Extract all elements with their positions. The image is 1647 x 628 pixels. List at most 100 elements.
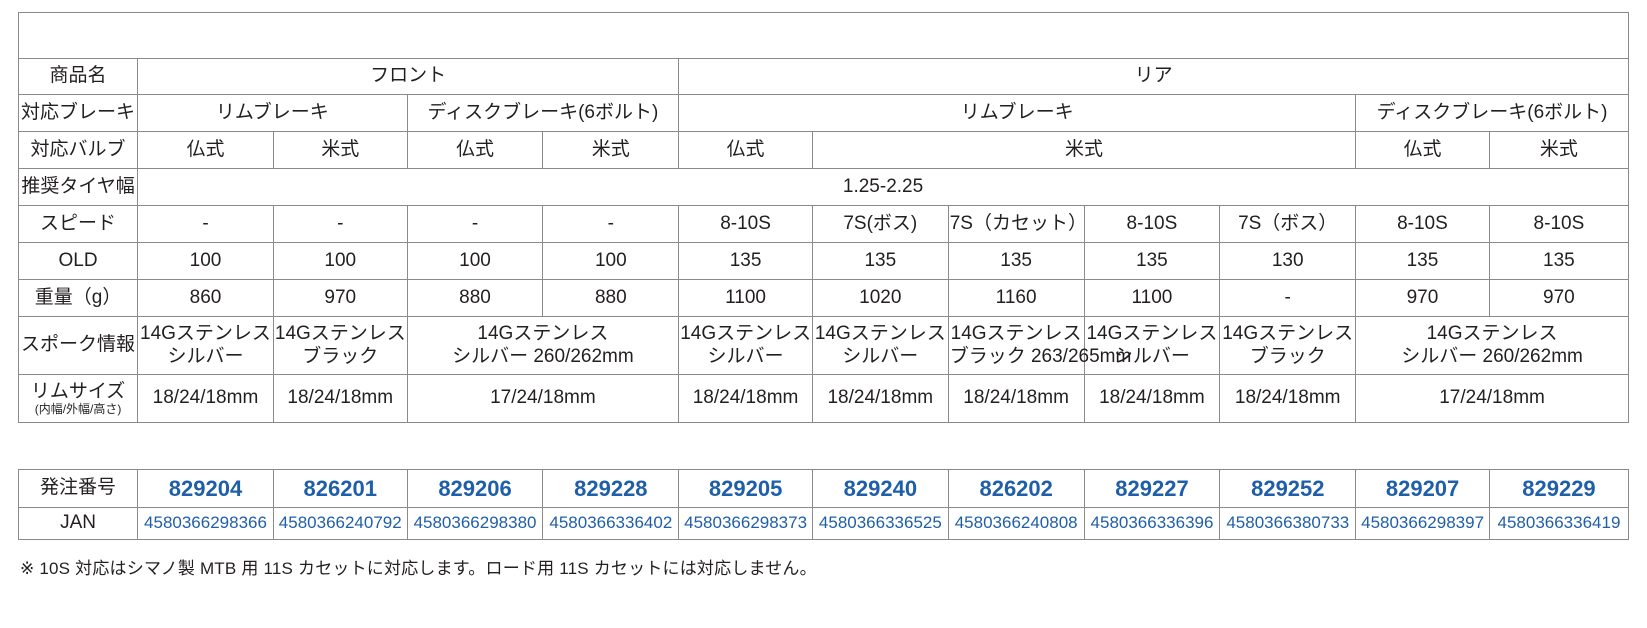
spoke-line-1: 14Gステンレス [274, 323, 406, 345]
size-banner: 26" [18, 12, 1629, 59]
order-number-cell: 829240 [811, 469, 949, 508]
row-label-jan: JAN [17, 507, 139, 540]
rim-cell: 18/24/18mm [811, 374, 949, 423]
weight-cell: 970 [272, 279, 408, 317]
jan-cell: 4580366298366 [137, 507, 274, 540]
spoke-cell: 14Gステンレス ブラック [1219, 316, 1357, 375]
jan-cell: 4580366336525 [811, 507, 949, 540]
old-cell: 135 [1355, 242, 1490, 280]
jan-cell: 4580366240808 [947, 507, 1085, 540]
old-cell: 100 [542, 242, 680, 280]
spoke-line-2: シルバー [842, 345, 919, 367]
row-label-product-name: 商品名 [17, 58, 139, 95]
row-label-tire-width: 推奨タイヤ幅 [17, 168, 139, 206]
spoke-line-2: ブラック 263/265mm [949, 345, 1132, 367]
weight-row: 重量（g） 860 970 880 880 1100 1020 1160 110… [17, 279, 1630, 317]
group-header-row: 商品名 フロント リア [17, 58, 1629, 95]
row-label-valve: 対応バルブ [17, 131, 139, 169]
spoke-cell: 14Gステンレス シルバー [678, 316, 813, 375]
order-number-cell: 829205 [678, 469, 813, 508]
order-number-row: 発注番号 829204 826201 829206 829228 829205 … [17, 469, 1630, 508]
size-banner-row: 26" [18, 12, 1629, 59]
old-cell: 135 [678, 242, 813, 280]
spoke-cell: 14Gステンレス シルバー 260/262mm [1355, 316, 1629, 375]
order-codes-table: 発注番号 829204 826201 829206 829228 829205 … [17, 469, 1630, 540]
row-label-rim-size: リムサイズ (内幅/外幅/高さ) [17, 374, 139, 423]
tire-width-row: 推奨タイヤ幅 1.25-2.25 [17, 168, 1629, 206]
rim-cell: 18/24/18mm [678, 374, 813, 423]
speed-cell: 7S（ボス） [1219, 205, 1357, 243]
row-label-order-no: 発注番号 [17, 469, 139, 508]
jan-cell: 4580366298397 [1355, 507, 1490, 540]
order-number-cell: 829227 [1083, 469, 1221, 508]
jan-row: JAN 4580366298366 4580366240792 45803662… [17, 507, 1630, 540]
spoke-line-1: 14Gステンレス [1426, 323, 1558, 345]
spoke-cell: 14Gステンレス ブラック 263/265mm [947, 316, 1131, 375]
group-rear: リア [678, 58, 1629, 95]
spoke-line-2: シルバー 260/262mm [1401, 345, 1583, 367]
order-number-cell: 829228 [542, 469, 680, 508]
spoke-line-1: 14Gステンレス [1086, 323, 1218, 345]
weight-cell: 970 [1488, 279, 1630, 317]
spoke-line-2: ブラック [302, 345, 379, 367]
row-label-weight: 重量（g） [17, 279, 139, 317]
spoke-line-2: シルバー [1113, 345, 1190, 367]
order-number-cell: 826202 [947, 469, 1085, 508]
speed-cell: 8-10S [1488, 205, 1630, 243]
rim-cell: 18/24/18mm [1083, 374, 1221, 423]
weight-cell: - [1219, 279, 1357, 317]
speed-cell: 7S（カセット） [947, 205, 1087, 243]
spoke-line-2: シルバー [167, 345, 244, 367]
jan-cell: 4580366298380 [406, 507, 544, 540]
jan-cell: 4580366336402 [542, 507, 680, 540]
spoke-line-2: ブラック [1249, 345, 1326, 367]
spoke-line-1: 14Gステンレス [1222, 323, 1354, 345]
speed-cell: 8-10S [1083, 205, 1221, 243]
old-row: OLD 100 100 100 100 135 135 135 135 130 … [17, 242, 1630, 280]
spoke-cell: 14Gステンレス ブラック [272, 316, 408, 375]
weight-cell: 1160 [947, 279, 1085, 317]
weight-cell: 1100 [678, 279, 813, 317]
weight-cell: 880 [542, 279, 680, 317]
valve-cell: 米式 [811, 131, 1357, 169]
speed-cell: - [272, 205, 408, 243]
spoke-cell: 14Gステンレス シルバー [137, 316, 274, 375]
speed-cell: 7S(ボス) [811, 205, 949, 243]
jan-cell: 4580366240792 [272, 507, 408, 540]
order-number-cell: 826201 [272, 469, 408, 508]
speed-cell: 8-10S [1355, 205, 1490, 243]
old-cell: 100 [272, 242, 408, 280]
valve-cell: 米式 [542, 131, 680, 169]
spec-sheet: 26" 商品名 フロント リア 対応ブレーキ リムブレーキ ディスクブレーキ(6… [17, 12, 1630, 579]
speed-cell: - [542, 205, 680, 243]
valve-cell: 仏式 [678, 131, 813, 169]
spoke-row: スポーク情報 14Gステンレス シルバー 14Gステンレス ブラック 14Gステ… [17, 316, 1629, 375]
rim-size-row: リムサイズ (内幅/外幅/高さ) 18/24/18mm 18/24/18mm 1… [17, 374, 1629, 423]
jan-cell: 4580366298373 [678, 507, 813, 540]
spoke-line-1: 14Gステンレス [140, 323, 271, 345]
rim-cell: 18/24/18mm [272, 374, 408, 423]
order-number-cell: 829229 [1488, 469, 1630, 508]
order-number-cell: 829206 [406, 469, 544, 508]
weight-cell: 970 [1355, 279, 1490, 317]
brake-row: 対応ブレーキ リムブレーキ ディスクブレーキ(6ボルト) リムブレーキ ディスク… [17, 94, 1629, 132]
row-label-rim-size-main: リムサイズ [30, 381, 126, 403]
speed-row: スピード - - - - 8-10S 7S(ボス) 7S（カセット） 8-10S… [17, 205, 1630, 243]
brake-cell: リムブレーキ [678, 94, 1357, 132]
valve-cell: 仏式 [406, 131, 544, 169]
group-front: フロント [137, 58, 680, 95]
rim-cell: 18/24/18mm [947, 374, 1085, 423]
specification-table: 26" 商品名 フロント リア 対応ブレーキ リムブレーキ ディスクブレーキ(6… [17, 12, 1630, 423]
speed-cell: - [406, 205, 544, 243]
valve-cell: 米式 [1488, 131, 1630, 169]
row-label-speed: スピード [17, 205, 139, 243]
old-cell: 130 [1219, 242, 1357, 280]
order-number-cell: 829207 [1355, 469, 1490, 508]
old-cell: 135 [1488, 242, 1630, 280]
spoke-line-1: 14Gステンレス [814, 323, 946, 345]
weight-cell: 1020 [811, 279, 949, 317]
old-cell: 135 [947, 242, 1085, 280]
jan-cell: 4580366380733 [1219, 507, 1357, 540]
spoke-cell: 14Gステンレス シルバー [1083, 316, 1221, 375]
valve-row: 対応バルブ 仏式 米式 仏式 米式 仏式 米式 仏式 米式 [17, 131, 1630, 169]
